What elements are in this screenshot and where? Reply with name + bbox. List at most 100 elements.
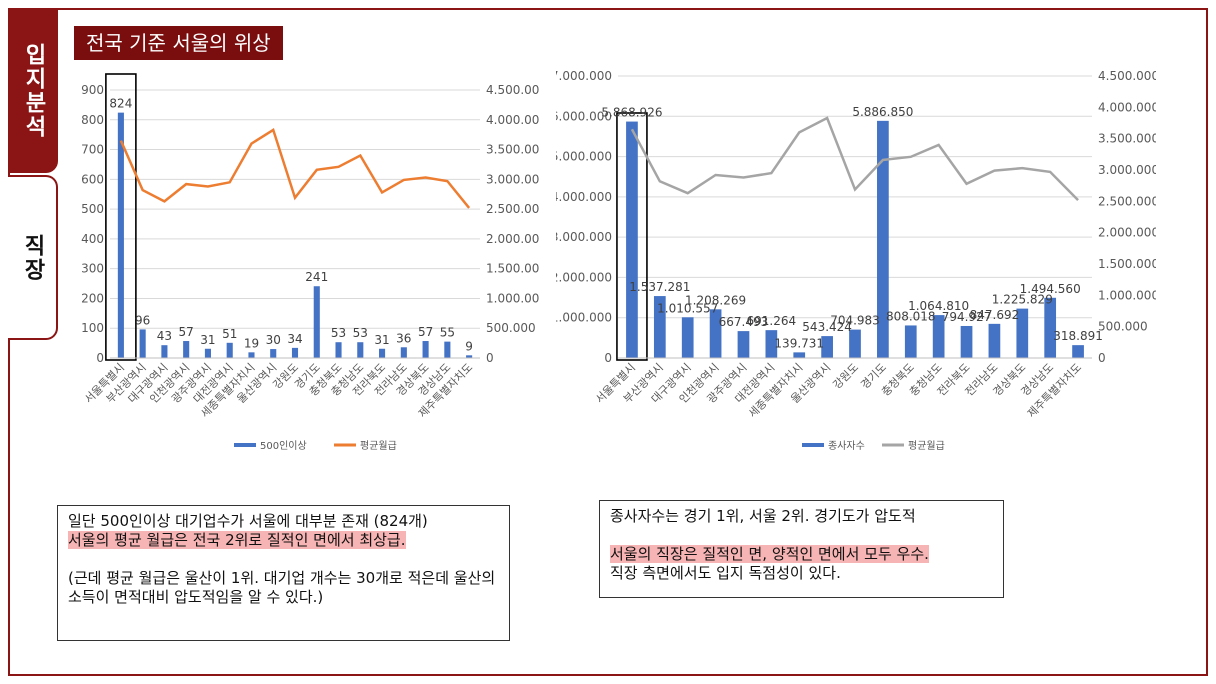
bar	[313, 286, 320, 358]
y-right-tick-label: 3.500.000	[1098, 132, 1156, 146]
y-right-tick-label: 2.500.000	[486, 202, 540, 216]
data-label: 30	[266, 333, 281, 347]
data-label: 9	[465, 339, 473, 353]
y-left-tick-label: 400	[81, 232, 104, 246]
line-series	[119, 127, 471, 209]
bar	[226, 342, 233, 358]
y-left-tick-label: 900	[81, 83, 104, 97]
bar	[444, 341, 451, 358]
y-right-tick-label: 2.000.000	[486, 232, 540, 246]
data-label: 1.064.810	[908, 299, 969, 313]
legend-label-line: 평균월급	[360, 440, 397, 452]
bar	[400, 347, 407, 358]
data-label: 96	[135, 313, 150, 327]
bar	[821, 336, 833, 358]
y-left-tick-label: 600	[81, 172, 104, 186]
bar	[849, 329, 861, 358]
data-label: 139.731	[774, 336, 824, 350]
data-label: 53	[353, 326, 368, 340]
y-left-tick-label: 4.000.000	[556, 190, 612, 204]
data-label: 704.983	[830, 314, 880, 328]
tab-location-analysis[interactable]: 입지분석	[8, 8, 58, 173]
legend: 500인이상 평균월급	[234, 440, 397, 452]
y-right-tick-label: 3.500.000	[486, 143, 540, 157]
y-right-tick-label: 0	[486, 351, 494, 365]
y-left-tick-label: 500	[81, 202, 104, 216]
y-left-tick-label: 800	[81, 113, 104, 127]
y-right-tick-label: 500.000	[486, 321, 536, 335]
highlight-box	[105, 73, 137, 361]
chart-large-companies: 0 100 200 300 400 500 600 700 800 900 0 500.000 1.00…	[81, 73, 540, 452]
y-left-tick-label: 1.000.000	[556, 311, 612, 325]
y-left-tick-label: 100	[81, 321, 104, 335]
data-label: 51	[222, 327, 237, 341]
bar	[681, 317, 694, 358]
y-left-tick-label: 7.000.000	[556, 69, 612, 83]
bar	[379, 348, 386, 358]
bar	[248, 352, 255, 358]
bar	[1016, 308, 1029, 358]
slide-frame	[8, 8, 1208, 676]
note-left-highlight: 서울의 평균 월급은 전국 2위로 질적인 면에서 최상급.	[68, 531, 406, 549]
y-right-tick-label: 500.000	[1098, 320, 1148, 334]
y-right-tick-label: 2.000.000	[1098, 226, 1156, 240]
legend-label-bar: 500인이상	[260, 440, 307, 452]
bar	[183, 341, 190, 358]
data-label: 808.018	[886, 309, 936, 323]
y-left-tick-label: 0	[604, 351, 612, 365]
y-right-tick-label: 1.500.000	[486, 262, 540, 276]
y-right-tick-label: 4.000.000	[486, 113, 540, 127]
data-label: 1.494.560	[1020, 282, 1081, 296]
y-left-tick-label: 700	[81, 143, 104, 157]
data-label: 1.537.281	[629, 280, 690, 294]
bar	[765, 330, 778, 358]
data-label: 1.208.269	[685, 293, 746, 307]
data-label: 57	[418, 325, 433, 339]
bar	[653, 296, 666, 358]
data-label: 31	[200, 333, 215, 347]
bar	[139, 329, 146, 358]
bar	[291, 347, 299, 358]
bar	[793, 352, 806, 358]
data-label: 57	[179, 325, 194, 339]
y-left-tick-label: 300	[81, 262, 104, 276]
y-right-tick-label: 2.500.000	[1098, 194, 1156, 208]
data-label: 31	[374, 333, 389, 347]
data-label: 847.692	[970, 308, 1020, 322]
bar	[960, 325, 973, 358]
bar	[466, 355, 473, 358]
y-right-tick-label: 0	[1098, 351, 1106, 365]
note-right-line1: 종사자수는 경기 1위, 서울 2위. 경기도가 압도적	[610, 507, 916, 525]
data-label: 241	[305, 270, 328, 284]
data-label: 5.886.850	[852, 105, 913, 119]
bar	[357, 342, 364, 358]
bar	[932, 315, 945, 358]
note-left-line1: 일단 500인이상 대기업수가 서울에 대부분 존재 (824개)	[68, 512, 428, 530]
bar	[204, 348, 211, 358]
y-left-tick-label: 5.000.000	[556, 150, 612, 164]
bar	[1072, 345, 1084, 358]
legend-label-line: 평균월급	[908, 440, 945, 452]
data-label: 1.010.557	[657, 301, 718, 315]
data-label: 36	[396, 331, 411, 345]
y-right-tick-label: 4.500.000	[1098, 69, 1156, 83]
y-right-tick-label: 1.000.000	[486, 291, 540, 305]
note-right: 종사자수는 경기 1위, 서울 2위. 경기도가 압도적 서울의 직장은 질적인…	[599, 500, 1004, 598]
note-right-highlight: 서울의 직장은 질적인 면, 양적인 면에서 모두 우수.	[610, 545, 929, 563]
bar	[709, 309, 722, 358]
tab-workplace[interactable]: 직장	[8, 175, 58, 340]
bar	[877, 120, 889, 358]
bar	[737, 331, 750, 358]
data-label: 43	[157, 329, 172, 343]
data-label: 794.927	[942, 310, 992, 324]
data-label: 34	[287, 332, 302, 346]
y-right-tick-label: 4.500.000	[486, 83, 540, 97]
data-label: 667.493	[719, 315, 769, 329]
bar	[161, 345, 168, 358]
data-label: 55	[440, 326, 455, 340]
bar	[422, 341, 429, 358]
y-right-tick-label: 3.000.000	[1098, 163, 1156, 177]
y-left-tick-label: 2.000.000	[556, 270, 612, 284]
legend-label-bar: 종사자수	[828, 440, 865, 452]
y-right-tick-label: 1.500.000	[1098, 257, 1156, 271]
